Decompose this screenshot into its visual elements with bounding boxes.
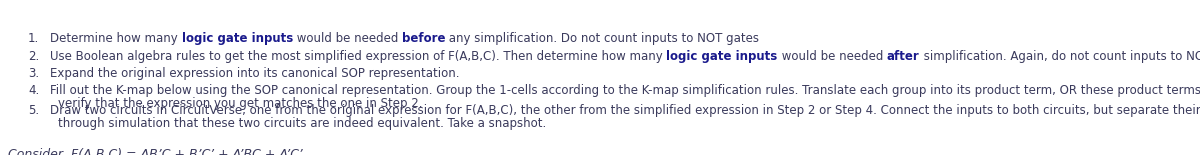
Text: Draw two circuits in CircuitVerse, one from the original expression for F(A,B,C): Draw two circuits in CircuitVerse, one f… bbox=[50, 104, 1200, 117]
Text: any simplification. Do not count inputs to NOT gates: any simplification. Do not count inputs … bbox=[445, 32, 760, 45]
Text: 5.: 5. bbox=[28, 104, 40, 117]
Text: simplification. Again, do not count inputs to NOT gates.: simplification. Again, do not count inpu… bbox=[919, 50, 1200, 63]
Text: Fill out the K-map below using the SOP canonical representation. Group the 1-cel: Fill out the K-map below using the SOP c… bbox=[50, 84, 1200, 97]
Text: Use Boolean algebra rules to get the most simplified expression of F(A,B,C). The: Use Boolean algebra rules to get the mos… bbox=[50, 50, 666, 63]
Text: 4.: 4. bbox=[28, 84, 40, 97]
Text: Expand the original expression into its canonical SOP representation.: Expand the original expression into its … bbox=[50, 67, 460, 80]
Text: verify that the expression you get matches the one in Step 2.: verify that the expression you get match… bbox=[58, 97, 422, 110]
Text: after: after bbox=[887, 50, 919, 63]
Text: Determine how many: Determine how many bbox=[50, 32, 181, 45]
Text: before: before bbox=[402, 32, 445, 45]
Text: Consider  F(A,B,C) = AB’C + B’C’ + A’BC + A’C’: Consider F(A,B,C) = AB’C + B’C’ + A’BC +… bbox=[8, 148, 302, 155]
Text: would be needed: would be needed bbox=[778, 50, 887, 63]
Text: 2.: 2. bbox=[28, 50, 40, 63]
Text: logic gate inputs: logic gate inputs bbox=[181, 32, 293, 45]
Text: 1.: 1. bbox=[28, 32, 40, 45]
Text: would be needed: would be needed bbox=[293, 32, 402, 45]
Text: through simulation that these two circuits are indeed equivalent. Take a snapsho: through simulation that these two circui… bbox=[58, 117, 546, 130]
Text: 3.: 3. bbox=[28, 67, 40, 80]
Text: logic gate inputs: logic gate inputs bbox=[666, 50, 778, 63]
